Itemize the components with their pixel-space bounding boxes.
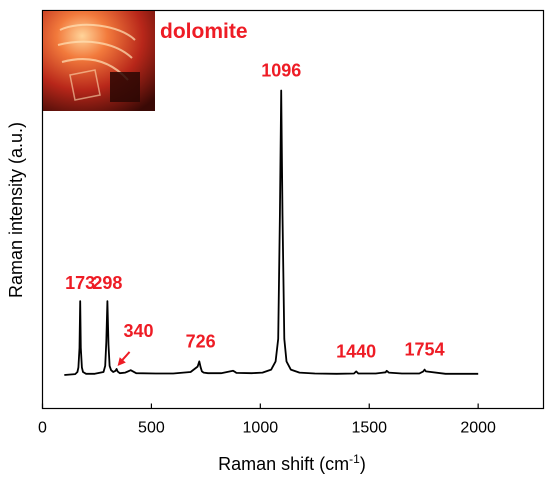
peak-label-726: 726 [186, 331, 216, 351]
inset-label: dolomite [160, 20, 248, 43]
peak-label-173: 173 [65, 273, 95, 293]
x-tick-label: 1000 [243, 420, 279, 437]
peak-label-1096: 1096 [261, 61, 301, 81]
inset-photo [43, 11, 155, 111]
peak-label-1440: 1440 [336, 341, 376, 361]
peak-label-1754: 1754 [405, 340, 445, 360]
x-axis-label: Raman shift (cm-1) [218, 452, 366, 474]
peak-label-298: 298 [92, 273, 122, 293]
x-tick-label: 500 [138, 420, 165, 437]
y-axis-label: Raman intensity (a.u.) [6, 122, 26, 298]
x-tick-label: 0 [38, 420, 47, 437]
peak-340-arrowhead [117, 357, 126, 366]
plot-frame [41, 9, 545, 410]
x-tick-label: 2000 [460, 420, 496, 437]
x-tick-label: 1500 [351, 420, 387, 437]
peak-label-340: 340 [124, 321, 154, 341]
spectrum-line [64, 89, 479, 376]
